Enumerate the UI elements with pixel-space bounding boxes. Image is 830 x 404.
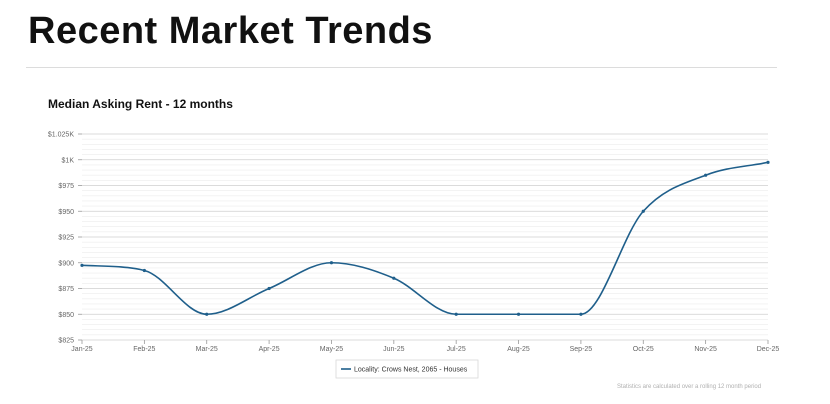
y-tick-label: $1.025K — [48, 132, 74, 139]
page-title: Recent Market Trends — [28, 10, 433, 52]
x-tick-label: Oct-25 — [633, 346, 654, 353]
data-point[interactable] — [641, 209, 645, 213]
data-point[interactable] — [454, 312, 458, 316]
data-point[interactable] — [516, 312, 521, 316]
data-point[interactable] — [205, 312, 209, 316]
series-line — [81, 161, 769, 316]
y-tick-label: $950 — [58, 209, 74, 216]
legend[interactable]: Locality: Crows Nest, 2065 - Houses — [335, 359, 479, 379]
y-axis-tick-labels: $825 $850 $875 $900 $925 $950 $975 $1K $1.025K — [48, 132, 74, 345]
y-tick-label: $975 — [58, 183, 74, 190]
x-tick-label: Aug-25 — [507, 346, 530, 353]
y-tick-label: $875 — [58, 286, 74, 293]
x-tick-label: Dec-25 — [757, 346, 780, 353]
title-divider — [26, 67, 777, 68]
x-tick-label: Jul-25 — [447, 346, 466, 353]
x-tick-label: Apr-25 — [259, 346, 280, 353]
x-tick-label: Feb-25 — [133, 346, 155, 353]
data-point[interactable] — [329, 261, 334, 265]
series-layer — [80, 160, 770, 316]
y-tick-label: $900 — [58, 260, 74, 267]
data-point[interactable] — [579, 312, 583, 316]
chart-title: Median Asking Rent - 12 months — [48, 97, 233, 111]
data-point[interactable] — [142, 268, 146, 273]
x-tick-label: Nov-25 — [694, 346, 717, 353]
legend-box — [335, 359, 479, 379]
data-point[interactable] — [267, 286, 271, 291]
x-tick-label: Mar-25 — [196, 346, 218, 353]
x-tick-label: Jan-25 — [71, 346, 93, 353]
footnote: Statistics are calculated over a rolling… — [617, 384, 762, 390]
y-tick-label: $850 — [58, 312, 74, 319]
grid-lines — [78, 133, 769, 344]
x-tick-label: Jun-25 — [383, 346, 405, 353]
legend-label[interactable]: Locality: Crows Nest, 2065 - Houses — [354, 367, 468, 374]
y-tick-label: $825 — [58, 338, 74, 345]
data-point[interactable] — [392, 276, 396, 280]
y-tick-label: $925 — [58, 235, 74, 242]
y-tick-label: $1K — [62, 157, 75, 164]
data-point[interactable] — [766, 160, 770, 164]
x-axis-tick-labels: Jan-25 Feb-25 Mar-25 Apr-25 May-25 Jun-25 Jul-… — [71, 346, 779, 353]
data-point[interactable] — [704, 173, 708, 177]
x-tick-label: May-25 — [320, 346, 343, 353]
data-point[interactable] — [80, 263, 84, 267]
x-tick-label: Sep-25 — [570, 346, 593, 353]
